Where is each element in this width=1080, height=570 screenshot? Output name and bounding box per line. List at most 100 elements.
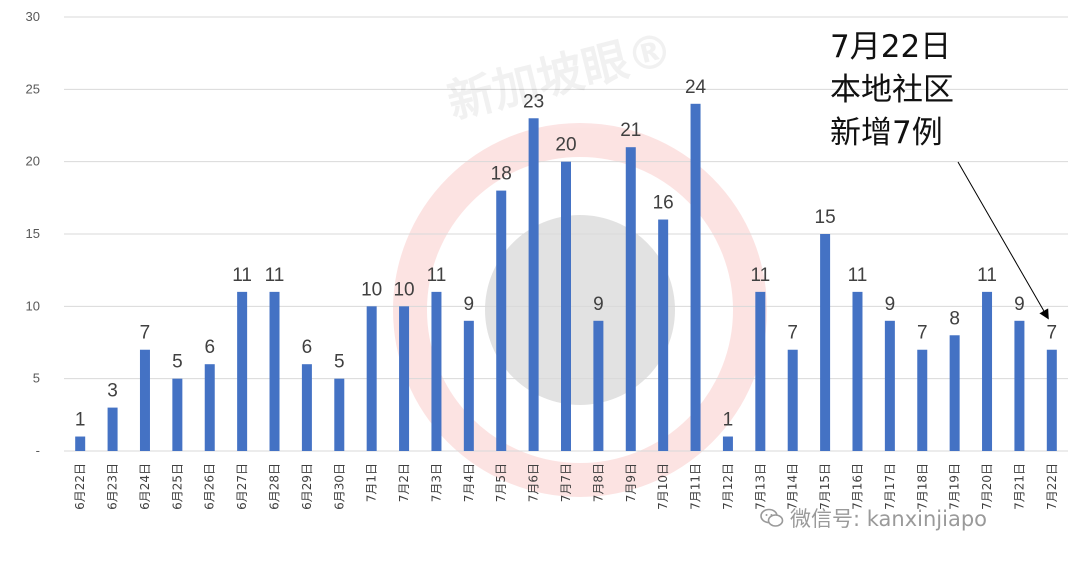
bar (755, 291, 766, 451)
x-tick-label: 7月12日 (721, 463, 735, 510)
y-tick-label: 5 (33, 371, 40, 386)
x-tick-label: 6月29日 (300, 463, 314, 510)
x-tick-label: 7月5日 (494, 463, 508, 502)
data-label: 1 (75, 410, 86, 431)
x-tick-label: 6月27日 (235, 463, 249, 510)
data-label: 5 (172, 352, 183, 373)
bar (237, 291, 248, 451)
bar (399, 306, 410, 451)
x-tick-label: 7月15日 (818, 463, 832, 510)
annotation-arrow (957, 161, 1049, 320)
data-label: 16 (653, 193, 674, 214)
bar (561, 161, 571, 451)
x-tick-label: 7月10日 (656, 463, 670, 510)
data-label: 11 (977, 265, 997, 286)
x-tick-label: 7月18日 (915, 463, 929, 510)
annotation-text: 7月22日 本地社区 新增7例 (830, 26, 954, 155)
x-tick-label: 7月1日 (365, 463, 379, 502)
bars (75, 103, 1057, 452)
x-tick-label: 7月17日 (883, 463, 897, 510)
x-tick-label: 6月22日 (73, 463, 87, 510)
data-label: 6 (204, 337, 215, 358)
y-tick-label: 20 (26, 154, 40, 169)
bar (852, 291, 863, 451)
x-tick-label: 7月9日 (624, 463, 638, 502)
data-label: 11 (427, 265, 447, 286)
x-tick-label: 7月14日 (786, 463, 800, 510)
wechat-footer: 微信号: kanxinjiapo (760, 503, 987, 533)
y-tick-label: 10 (26, 298, 40, 313)
bar (884, 320, 895, 451)
x-axis: 6月22日 6月23日 6月24日 6月25日 6月26日 6月27日 6月28日 6月29日… (73, 463, 1059, 510)
x-tick-label: 6月24日 (138, 463, 152, 510)
x-tick-label: 6月30日 (332, 463, 346, 510)
x-tick-label: 7月2日 (397, 463, 411, 502)
x-tick-label: 7月3日 (429, 463, 443, 502)
bar (107, 407, 118, 451)
bar (366, 306, 377, 451)
data-label: 7 (140, 323, 151, 344)
data-label: 9 (1014, 294, 1025, 315)
x-tick-label: 7月7日 (559, 463, 573, 502)
x-tick-label: 7月13日 (753, 463, 767, 510)
data-label: 10 (361, 279, 382, 300)
bar (820, 234, 831, 451)
bar (496, 190, 507, 451)
data-label: 9 (593, 294, 604, 315)
bar (917, 349, 928, 451)
bar (690, 103, 701, 452)
data-label: 7 (917, 323, 928, 344)
x-tick-label: 7月21日 (1012, 463, 1026, 510)
x-tick-label: 6月26日 (203, 463, 217, 510)
data-label: 3 (107, 381, 118, 402)
bar (982, 291, 993, 451)
data-label: 18 (491, 164, 512, 185)
wechat-icon (760, 508, 784, 528)
bar (593, 320, 604, 451)
y-tick-label: 15 (26, 226, 40, 241)
x-tick-label: 6月28日 (268, 463, 282, 510)
data-label: 6 (302, 337, 313, 358)
bar (658, 219, 669, 451)
x-tick-label: 7月6日 (527, 463, 541, 502)
bar (528, 118, 539, 452)
wechat-id-text: 微信号: kanxinjiapo (790, 507, 988, 531)
bar (301, 364, 312, 451)
y-tick-label: - (36, 443, 40, 458)
x-tick-label: 6月23日 (106, 463, 120, 510)
data-label: 11 (848, 265, 868, 286)
data-label: 5 (334, 352, 345, 373)
bar (1014, 320, 1025, 451)
data-label: 1 (723, 410, 734, 431)
annotation-line-3: 新增7例 (830, 115, 943, 151)
annotation-line-1: 7月22日 (830, 29, 952, 65)
data-label: 11 (232, 265, 252, 286)
bar (334, 378, 345, 451)
data-label: 7 (787, 323, 798, 344)
x-tick-label: 7月19日 (948, 463, 962, 510)
x-tick-label: 7月20日 (980, 463, 994, 510)
bar (172, 378, 183, 451)
bar (625, 147, 636, 451)
bar (463, 320, 474, 451)
data-label: 23 (523, 91, 544, 112)
y-tick-label: 30 (26, 9, 40, 24)
data-label: 11 (750, 265, 770, 286)
bar (269, 291, 280, 451)
x-tick-label: 7月22日 (1045, 463, 1059, 510)
bar (722, 436, 733, 451)
x-tick-label: 7月11日 (689, 463, 703, 510)
bar (204, 364, 215, 451)
y-axis: - 5 10 15 20 25 30 (26, 9, 40, 458)
bar (1046, 349, 1057, 451)
x-tick-label: 7月16日 (850, 463, 864, 510)
data-label: 7 (1047, 323, 1058, 344)
bar (787, 349, 798, 451)
data-label: 9 (464, 294, 475, 315)
bar (139, 349, 150, 451)
data-label: 10 (393, 279, 414, 300)
x-tick-label: 7月4日 (462, 463, 476, 502)
y-tick-label: 25 (26, 81, 40, 96)
